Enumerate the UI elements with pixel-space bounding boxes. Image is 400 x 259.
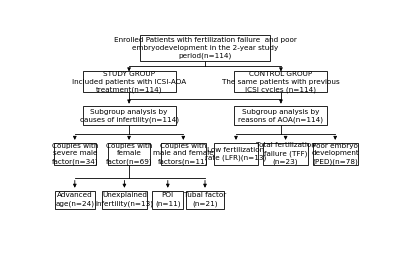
FancyBboxPatch shape [102,191,147,208]
FancyBboxPatch shape [82,106,176,125]
FancyBboxPatch shape [108,143,150,165]
FancyBboxPatch shape [54,143,96,165]
Text: Poor embryo
development
(PED)(n=78): Poor embryo development (PED)(n=78) [311,143,359,165]
Text: Couples with
female
factor(n=69): Couples with female factor(n=69) [106,143,152,165]
FancyBboxPatch shape [152,191,183,208]
Text: Enrolled Patients with fertilization failure  and poor
embryodevelopment in the : Enrolled Patients with fertilization fai… [114,37,296,59]
Text: STUDY GROUP
Included patients with ICSI-AOA
treatment(n=114): STUDY GROUP Included patients with ICSI-… [72,71,186,93]
Text: Unexplained
infertility(n=13): Unexplained infertility(n=13) [95,192,153,207]
Text: Total fertilization
failure (TFF)
(n=23): Total fertilization failure (TFF) (n=23) [256,142,316,165]
FancyBboxPatch shape [82,71,176,92]
Text: POI
(n=11): POI (n=11) [155,192,180,207]
FancyBboxPatch shape [161,143,206,165]
Text: Subgroup analysis by
reasons of AOA(n=114): Subgroup analysis by reasons of AOA(n=11… [238,109,324,123]
Text: CONTROL GROUP
The same patients with previous
ICSI cycles (n=114): CONTROL GROUP The same patients with pre… [222,71,340,93]
FancyBboxPatch shape [186,191,224,208]
FancyBboxPatch shape [234,106,328,125]
Text: Tubal factor
(n=21): Tubal factor (n=21) [184,192,226,207]
FancyBboxPatch shape [313,143,358,165]
Text: Subgroup analysis by
causes of infertility(n=114): Subgroup analysis by causes of infertili… [80,109,178,123]
FancyBboxPatch shape [263,143,308,165]
Text: Couples with
severe male
factor(n=34): Couples with severe male factor(n=34) [52,143,98,165]
Text: Low fertilization
rate (LFR)(n=13): Low fertilization rate (LFR)(n=13) [205,147,267,161]
FancyBboxPatch shape [234,71,328,92]
Text: Couples with
male and female
factors(n=11): Couples with male and female factors(n=1… [153,143,214,165]
FancyBboxPatch shape [140,34,270,61]
FancyBboxPatch shape [214,143,258,165]
Text: Advanced
age(n=24): Advanced age(n=24) [55,192,94,207]
FancyBboxPatch shape [55,191,95,208]
